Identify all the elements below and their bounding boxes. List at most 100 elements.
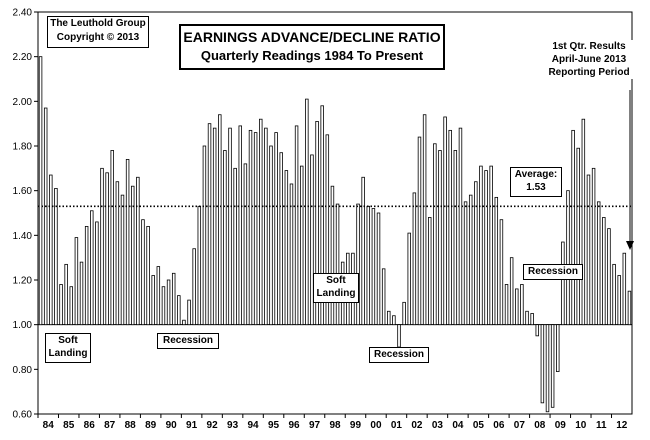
- note-box: 1st Qtr. Results April-June 2013 Reporti…: [540, 40, 638, 79]
- bar: [540, 324, 545, 404]
- bar: [305, 98, 309, 326]
- bar: [95, 221, 99, 326]
- bar: [100, 167, 104, 326]
- x-tick-label: 87: [104, 420, 116, 431]
- x-tick-label: 02: [411, 420, 423, 431]
- bar: [535, 324, 540, 337]
- annotation-line: Landing: [316, 288, 356, 299]
- y-tick-label: 1.80: [13, 142, 33, 153]
- bar: [453, 150, 458, 326]
- bar: [197, 205, 202, 326]
- x-tick-label: 11: [596, 420, 607, 431]
- source-box: The Leuthold Group Copyright © 2013: [47, 16, 149, 48]
- bar: [274, 132, 278, 326]
- bar: [90, 210, 94, 326]
- y-tick-label: 0.60: [13, 410, 33, 421]
- bar: [566, 190, 570, 326]
- bar: [474, 181, 478, 326]
- bar: [79, 261, 84, 326]
- source-line-2: Copyright © 2013: [56, 32, 140, 43]
- bar: [166, 279, 171, 326]
- bar: [212, 127, 217, 326]
- bar: [187, 299, 191, 326]
- bar: [141, 219, 145, 326]
- x-tick-label: 93: [227, 420, 239, 431]
- bar: [223, 150, 227, 326]
- bar: [504, 284, 509, 326]
- bar: [136, 176, 140, 326]
- x-tick-label: 00: [370, 420, 382, 431]
- bar: [330, 185, 335, 326]
- annotation-line: Soft: [326, 275, 346, 286]
- bar: [591, 167, 596, 326]
- x-tick-label: 90: [166, 420, 178, 431]
- bar: [622, 252, 627, 326]
- bar: [561, 241, 565, 326]
- bar: [530, 313, 534, 326]
- bar: [484, 170, 488, 326]
- chart-subtitle: Quarterly Readings 1984 To Present: [200, 48, 424, 63]
- bar: [520, 284, 524, 326]
- x-tick-label: 98: [329, 420, 341, 431]
- bar: [294, 125, 299, 326]
- bar: [43, 107, 48, 326]
- y-tick-label: 1.20: [13, 276, 33, 287]
- bar: [233, 167, 237, 326]
- bar: [438, 150, 442, 326]
- annotation-line: Soft: [58, 335, 78, 346]
- annotation-line: Recession: [162, 335, 214, 346]
- x-tick-label: 01: [391, 420, 403, 431]
- annotation-recession-1: Recession: [157, 333, 219, 349]
- bar: [407, 232, 411, 326]
- bar: [146, 225, 150, 326]
- bar: [361, 176, 365, 326]
- bar: [279, 152, 283, 326]
- bar: [130, 185, 135, 326]
- bar: [402, 301, 406, 326]
- bar: [325, 134, 330, 326]
- x-tick-label: 08: [534, 420, 546, 431]
- annotation-line: Recession: [373, 349, 425, 360]
- bar: [602, 217, 606, 326]
- bar: [74, 237, 79, 326]
- bar: [238, 125, 243, 326]
- x-tick-label: 07: [514, 420, 526, 431]
- bar: [320, 105, 324, 326]
- x-tick-label: 88: [125, 420, 137, 431]
- y-tick-label: 0.80: [13, 365, 33, 376]
- bar: [110, 150, 114, 326]
- bar: [550, 324, 555, 408]
- bar: [509, 257, 514, 326]
- bar: [299, 165, 304, 326]
- bar: [387, 310, 391, 326]
- bar: [335, 203, 340, 326]
- x-tick-label: 05: [473, 420, 485, 431]
- note-line-2: April-June 2013: [551, 54, 627, 65]
- y-tick-label: 1.40: [13, 231, 33, 242]
- bar: [617, 275, 621, 326]
- title-box: EARNINGS ADVANCE/DECLINE RATIO Quarterly…: [179, 24, 445, 70]
- x-tick-label: 94: [248, 420, 260, 431]
- bar: [376, 212, 381, 326]
- bar: [612, 263, 616, 326]
- bar: [581, 118, 586, 326]
- bar: [315, 121, 319, 326]
- x-tick-label: 99: [350, 420, 362, 431]
- bar: [177, 295, 181, 326]
- x-tick-label: 97: [309, 420, 321, 431]
- bar: [433, 143, 437, 326]
- bar: [392, 315, 396, 326]
- bar: [192, 248, 196, 326]
- bar: [207, 123, 212, 326]
- bar: [228, 127, 232, 326]
- bar: [448, 129, 452, 326]
- x-tick-label: 10: [575, 420, 587, 431]
- x-tick-label: 86: [84, 420, 96, 431]
- bar: [356, 203, 360, 326]
- bar: [284, 170, 289, 326]
- bar: [463, 201, 468, 326]
- x-tick-label: 95: [268, 420, 280, 431]
- bar: [417, 136, 422, 326]
- bar: [69, 286, 74, 326]
- bar: [151, 275, 155, 326]
